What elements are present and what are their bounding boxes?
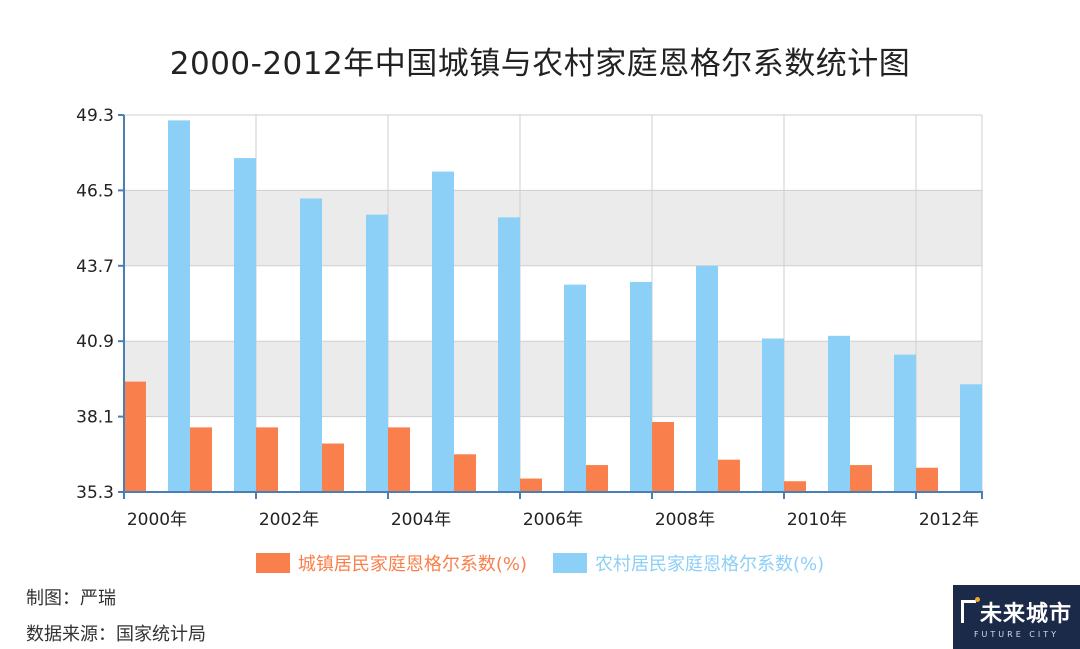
chart-legend: 城镇居民家庭恩格尔系数(%) 农村居民家庭恩格尔系数(%) [0, 550, 1080, 576]
credit-author: 制图：严瑞 [26, 588, 116, 609]
bar-chart: 35.3 38.1 40.9 43.7 46.5 49.3 2000年 2002年 2004年 2… [76, 106, 983, 530]
bar-urban [916, 467, 938, 492]
bar-rural [630, 281, 652, 492]
legend-label-urban: 城镇居民家庭恩格尔系数(%) [297, 554, 527, 575]
bar-urban [256, 427, 278, 492]
bar-rural [762, 338, 784, 492]
legend-swatch-rural [553, 553, 587, 573]
x-tick-label: 2000年 [127, 510, 187, 530]
bar-rural [564, 284, 586, 492]
logo-main: 未来城市 [960, 596, 1072, 628]
bar-urban [454, 454, 476, 492]
bar-rural [894, 354, 916, 492]
grid-band [124, 265, 982, 342]
bar-rural [432, 171, 454, 493]
logo-text: 未来城市 [979, 601, 1072, 627]
chart-title: 2000-2012年中国城镇与农村家庭恩格尔系数统计图 [169, 46, 911, 82]
credit-source: 数据来源：国家统计局 [26, 624, 206, 645]
bar-urban [652, 421, 674, 492]
grid-band [124, 115, 982, 191]
bar-urban [520, 478, 542, 492]
legend-item-rural[interactable]: 农村居民家庭恩格尔系数(%) [553, 550, 824, 576]
bar-urban [388, 427, 410, 492]
bar-urban [784, 481, 806, 492]
legend-swatch-urban [255, 553, 290, 573]
future-city-logo: 未来城市 FUTURE CITY [953, 585, 1080, 649]
legend-item-urban[interactable]: 城镇居民家庭恩格尔系数(%) [255, 550, 527, 576]
bar-rural [696, 265, 718, 492]
x-tick-label: 2006年 [523, 510, 583, 530]
x-tick-label: 2008年 [655, 510, 715, 530]
y-tick-label: 40.9 [76, 332, 114, 352]
y-tick-label: 49.3 [76, 106, 114, 126]
y-tick-label: 35.3 [76, 483, 114, 503]
bar-urban [190, 427, 212, 492]
bar-rural [234, 158, 256, 493]
x-tick-label: 2010年 [787, 510, 847, 530]
logo-mark-icon [960, 597, 980, 623]
legend-label-rural: 农村居民家庭恩格尔系数(%) [595, 554, 825, 575]
y-tick-label: 46.5 [76, 181, 114, 201]
y-tick-label: 43.7 [76, 257, 114, 277]
x-tick-label: 2002年 [259, 510, 319, 530]
x-tick-label: 2004年 [391, 510, 451, 530]
bar-rural [366, 214, 388, 492]
bar-rural [168, 120, 190, 492]
bar-rural [960, 384, 982, 492]
x-tick-label: 2012年 [919, 510, 979, 530]
y-tick-label: 38.1 [76, 408, 114, 428]
bar-urban [322, 443, 344, 492]
grid-band [124, 190, 982, 266]
bar-urban [586, 465, 608, 492]
bar-urban [124, 381, 146, 492]
bar-rural [828, 335, 850, 492]
bar-rural [498, 217, 520, 493]
bar-urban [718, 459, 740, 492]
bar-rural [300, 198, 322, 492]
bar-urban [850, 465, 872, 492]
logo-subtext: FUTURE CITY [973, 629, 1060, 639]
